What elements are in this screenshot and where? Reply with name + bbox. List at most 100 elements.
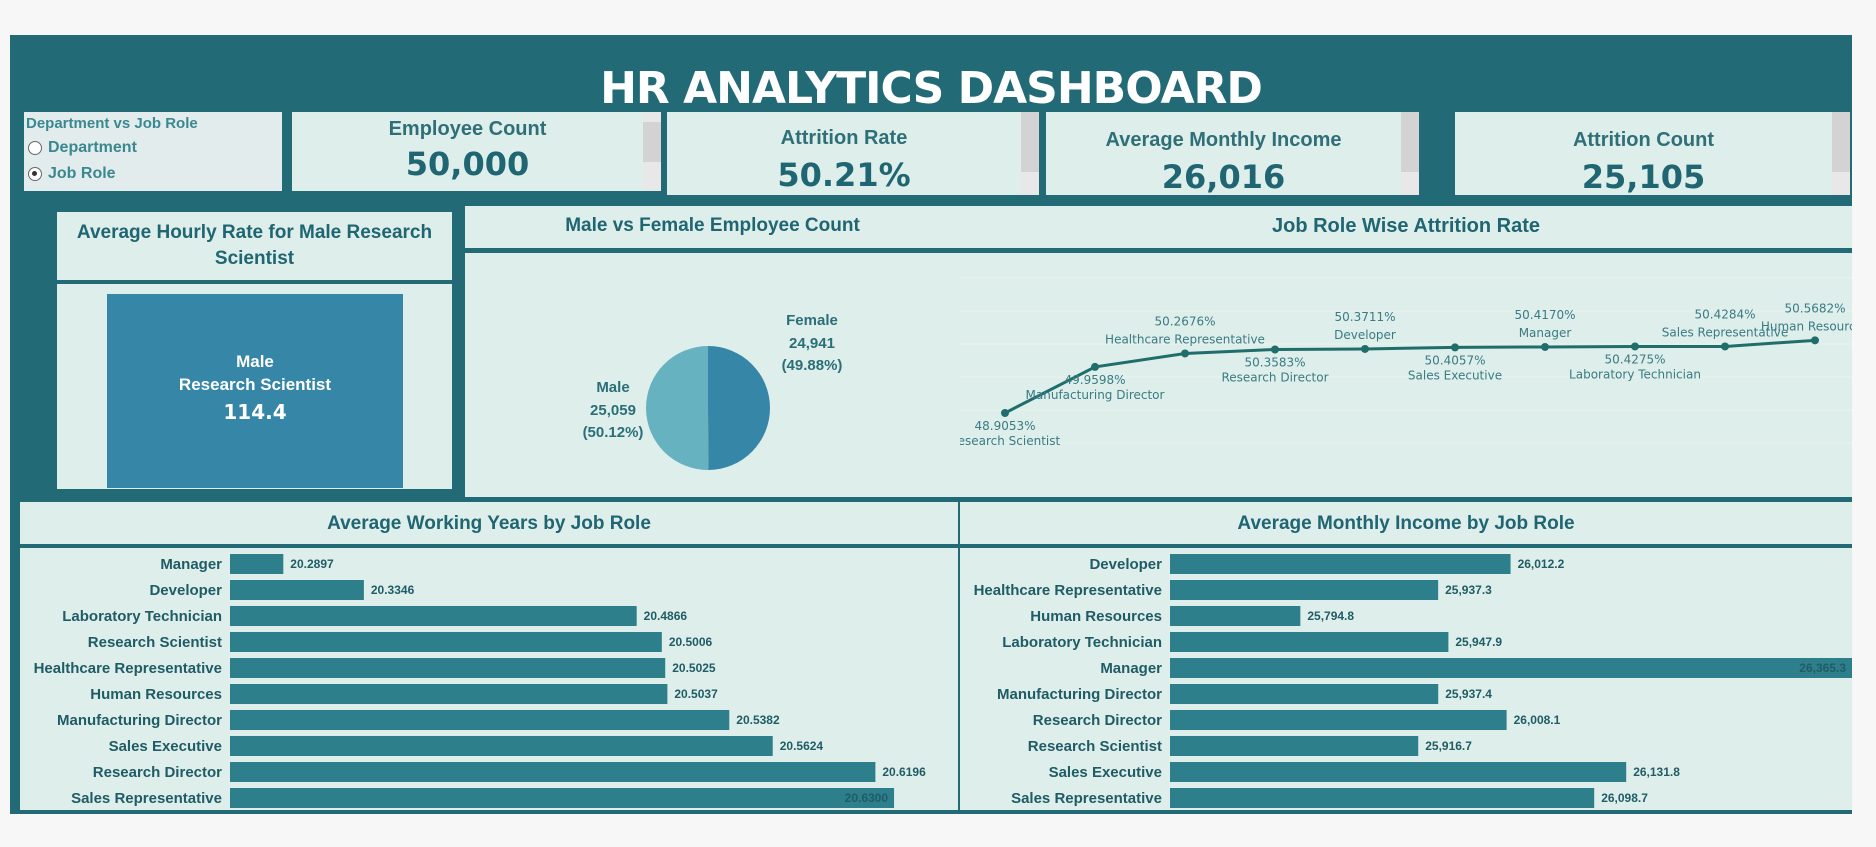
line-value-label: 50.4170% [1514, 308, 1575, 322]
line-point-laboratory-technician[interactable] [1631, 342, 1639, 351]
years-bar-manufacturing-director[interactable] [230, 710, 730, 730]
income-label-research-scientist: Research Scientist [1028, 738, 1162, 755]
income-bar-sales-representative[interactable] [1170, 788, 1595, 808]
pie-slice-female[interactable] [708, 346, 771, 470]
kpi-attrition-count-value: 25,105 [1581, 158, 1706, 196]
line-role-label: Laboratory Technician [1569, 367, 1701, 381]
pie-male-pct: (50.12%) [582, 424, 644, 441]
years-bar-research-director[interactable] [230, 762, 876, 782]
income-bar-developer[interactable] [1170, 554, 1511, 574]
income-bar-manufacturing-director[interactable] [1170, 684, 1439, 704]
radio-job-role-circle [28, 167, 42, 181]
income-bar-laboratory-technician[interactable] [1170, 632, 1449, 652]
years-bar-sales-representative[interactable] [230, 788, 895, 808]
line-value-label: 50.4057% [1424, 353, 1485, 367]
radio-job-role[interactable]: Job Role [28, 165, 116, 183]
pie-chart [646, 346, 771, 470]
line-role-label: Manager [1519, 326, 1572, 340]
line-point-research-director[interactable] [1271, 345, 1279, 354]
line-point-manager[interactable] [1541, 342, 1549, 351]
income-value-label: 25,794.8 [1307, 609, 1354, 623]
income-bar-healthcare-representative[interactable] [1170, 580, 1439, 600]
income-label-laboratory-technician: Laboratory Technician [1002, 634, 1162, 651]
line-value-label: 48.9053% [974, 419, 1035, 433]
attrition-line-title: Job Role Wise Attrition Rate [1272, 215, 1540, 237]
income-bar-human-resources[interactable] [1170, 606, 1301, 626]
line-value-label: 50.3711% [1334, 310, 1395, 324]
kpi-attrition-scrollbar[interactable] [1021, 112, 1039, 195]
pie-male-count: 25,059 [590, 401, 636, 419]
kpi-attrition-rate-value: 50.21% [777, 156, 911, 194]
kpi-avg-income-value: 26,016 [1161, 158, 1286, 196]
income-label-human-resources: Human Resources [1030, 608, 1162, 625]
pie-title: Male vs Female Employee Count [565, 215, 860, 236]
monthly-income-title: Average Monthly Income by Job Role [1237, 513, 1575, 534]
kpi-attrition-count: Attrition Count 25,105 [1455, 112, 1850, 196]
income-bar-sales-executive[interactable] [1170, 762, 1627, 782]
years-bar-healthcare-representative[interactable] [230, 658, 666, 678]
working-years-chart: Manager 20.2897 Developer 20.3346 Laboratory… [34, 554, 926, 808]
years-label-manager: Manager [160, 556, 222, 573]
line-point-sales-executive[interactable] [1451, 343, 1459, 352]
attrition-line-body: 48.9053% Research Scientist 49.9598% Manufa… [960, 253, 1852, 497]
attrition-line-header: Job Role Wise Attrition Rate [960, 206, 1852, 248]
radio-department[interactable]: Department [28, 139, 137, 157]
years-label-laboratory-technician: Laboratory Technician [62, 608, 222, 625]
line-role-label: Developer [1334, 328, 1396, 342]
years-value-label: 20.5006 [669, 635, 713, 649]
years-label-healthcare-representative: Healthcare Representative [34, 660, 222, 677]
pie-header: Male vs Female Employee Count [465, 206, 960, 248]
kpi-employee-scrollbar[interactable] [643, 112, 661, 191]
radio-job-role-label: Job Role [48, 165, 116, 182]
income-bar-research-scientist[interactable] [1170, 736, 1419, 756]
line-point-human-resources[interactable] [1811, 336, 1819, 345]
years-bar-manager[interactable] [230, 554, 284, 574]
line-value-label: 50.4275% [1604, 352, 1665, 366]
scroll-thumb[interactable] [1832, 112, 1850, 172]
kpi-avg-income-label: Average Monthly Income [1105, 129, 1342, 151]
years-value-label: 20.2897 [290, 557, 334, 571]
line-point-healthcare-representative[interactable] [1181, 349, 1189, 358]
pie-slice-male[interactable] [646, 346, 709, 470]
line-point-sales-representative[interactable] [1721, 342, 1729, 351]
hourly-tile-role: Research Scientist [178, 375, 332, 394]
income-label-research-director: Research Director [1033, 712, 1162, 729]
years-value-label: 20.3346 [371, 583, 415, 597]
income-value-label: 26,098.7 [1601, 791, 1648, 805]
years-label-sales-executive: Sales Executive [109, 738, 222, 755]
income-value-label: 26,008.1 [1514, 713, 1561, 727]
radio-department-label: Department [48, 139, 137, 156]
line-role-label: Manufacturing Director [1026, 388, 1165, 402]
income-value-label: 25,937.3 [1445, 583, 1492, 597]
kpi-attrition-rate-label: Attrition Rate [780, 127, 908, 149]
kpi-count-scrollbar[interactable] [1832, 112, 1850, 195]
years-value-label: 20.6196 [882, 765, 926, 779]
dashboard: HR ANALYTICS DASHBOARD Department vs Job… [10, 35, 1852, 814]
income-bar-research-director[interactable] [1170, 710, 1507, 730]
scroll-thumb[interactable] [1021, 112, 1039, 172]
scroll-thumb[interactable] [643, 122, 661, 162]
years-bar-developer[interactable] [230, 580, 364, 600]
pie-male-name: Male [596, 379, 630, 396]
working-years-title: Average Working Years by Job Role [327, 513, 651, 534]
years-bar-research-scientist[interactable] [230, 632, 662, 652]
line-value-label: 50.5682% [1784, 301, 1845, 315]
line-point-research-scientist[interactable] [1001, 409, 1009, 417]
scroll-thumb[interactable] [1401, 112, 1419, 172]
working-years-header: Average Working Years by Job Role [20, 502, 958, 544]
years-bar-human-resources[interactable] [230, 684, 668, 704]
years-value-label: 20.6300 [845, 791, 889, 805]
years-bar-sales-executive[interactable] [230, 736, 773, 756]
line-role-label: Sales Executive [1408, 368, 1502, 382]
kpi-employee-count: Employee Count 50,000 [292, 112, 661, 191]
line-value-label: 49.9598% [1064, 373, 1125, 387]
line-point-manufacturing-director[interactable] [1091, 362, 1099, 371]
line-point-developer[interactable] [1361, 344, 1369, 353]
line-role-label: Human Resources [1761, 319, 1852, 333]
hourly-rate-tile[interactable]: Male Research Scientist 114.4 [107, 294, 403, 488]
years-bar-laboratory-technician[interactable] [230, 606, 637, 626]
income-value-label: 26,012.2 [1518, 557, 1565, 571]
kpi-income-scrollbar[interactable] [1401, 112, 1419, 195]
radio-department-circle [28, 141, 42, 155]
income-bar-manager[interactable] [1170, 658, 1852, 678]
